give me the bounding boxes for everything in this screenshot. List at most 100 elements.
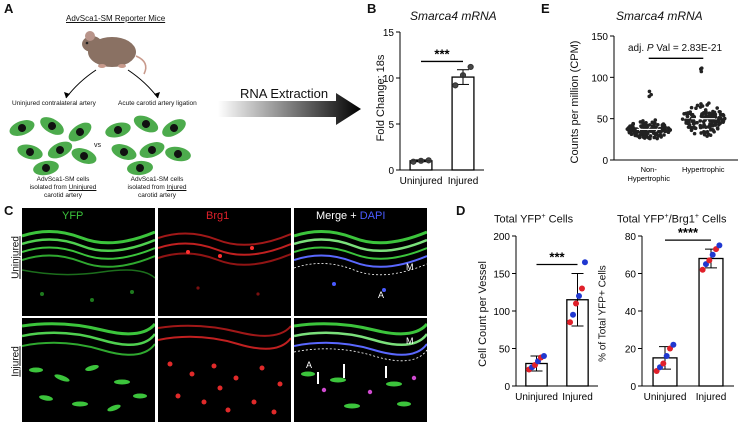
micrograph-yfp-injured <box>22 318 155 422</box>
data-point <box>659 135 663 139</box>
data-point <box>705 134 709 138</box>
right-caption: AdvSca1-SM cells isolated from Injured c… <box>127 176 187 199</box>
data-point <box>644 120 648 125</box>
data-point <box>721 118 726 123</box>
data-point <box>692 119 696 124</box>
row-label-uninjured: Uninjured <box>10 236 22 279</box>
y-tick-label: 100 <box>493 307 510 318</box>
data-point <box>692 131 697 136</box>
data-point <box>578 285 585 292</box>
data-point <box>639 124 644 129</box>
category-label-non-hypertrophic: Hypertrophic <box>627 174 670 183</box>
y-tick-label: 0 <box>504 382 510 393</box>
cells-right <box>105 115 191 176</box>
category-label-hypertrophic: Hypertrophic <box>682 165 725 174</box>
micrograph-yfp-uninjured <box>22 208 155 316</box>
significance-stars: **** <box>678 226 699 240</box>
data-point <box>685 114 690 119</box>
category-label-uninjured: Uninjured <box>644 392 687 403</box>
data-point <box>698 119 703 123</box>
data-point <box>721 113 726 118</box>
data-point <box>425 157 432 164</box>
data-point <box>641 119 645 123</box>
data-point <box>684 111 688 116</box>
y-tick-label: 150 <box>493 270 510 281</box>
data-point <box>581 259 588 266</box>
data-point <box>698 125 703 130</box>
data-point <box>631 122 635 126</box>
cells-left <box>9 117 97 176</box>
data-point <box>686 118 691 123</box>
data-point <box>686 125 691 129</box>
panel-d-right-title: Total YFP+/Brg1+ Cells <box>617 213 727 226</box>
data-point <box>633 128 638 132</box>
y-tick-label: 40 <box>625 307 637 318</box>
category-label-injured: Injured <box>562 392 593 403</box>
mouse-and-cells-illustration <box>9 31 191 176</box>
panel-letter-a: A <box>4 1 14 16</box>
y-tick-label: 20 <box>625 345 637 356</box>
y-tick-label: 200 <box>493 232 510 243</box>
data-point <box>694 106 698 111</box>
panel-e-annotation: adj. P Val = 2.83E-21 <box>628 43 723 54</box>
data-point <box>702 122 706 127</box>
y-tick-label: 0 <box>630 382 636 393</box>
bar-injured <box>451 76 475 171</box>
panel-letter-b: B <box>367 1 377 16</box>
data-point <box>625 127 630 131</box>
data-point <box>641 135 646 139</box>
data-point <box>715 106 719 110</box>
col-label-yfp: YFP <box>62 210 84 222</box>
data-point <box>707 111 711 116</box>
data-point <box>718 112 723 117</box>
panel-d-left-chart: 0 50 100 150 200 Uninjured Injured *** <box>493 232 598 403</box>
data-point <box>570 311 577 318</box>
data-point <box>660 126 664 130</box>
data-point <box>575 293 582 299</box>
y-tick-label: 15 <box>383 28 395 39</box>
significance-stars: *** <box>549 250 565 265</box>
panel-e-title: Smarca4 mRNA <box>616 9 703 23</box>
panel-d-left-title: Total YFP+ Cells <box>494 213 574 226</box>
data-point <box>668 128 673 132</box>
data-point <box>467 63 474 71</box>
data-point <box>645 131 650 136</box>
data-point <box>452 82 459 89</box>
data-point <box>718 121 723 126</box>
y-tick-label: 100 <box>591 73 608 84</box>
micrograph-brg1-uninjured <box>158 208 291 316</box>
data-point <box>655 136 659 141</box>
panel-b-chart: 0 5 10 15 Uninjured Injured *** <box>383 28 484 187</box>
data-point <box>707 124 712 128</box>
data-point <box>645 125 650 130</box>
y-tick-label: 10 <box>383 74 395 85</box>
data-point <box>647 94 652 99</box>
data-point <box>704 125 708 130</box>
data-point <box>713 122 718 127</box>
panel-letter-e: E <box>541 1 550 16</box>
data-point <box>656 122 660 127</box>
mouse-icon <box>82 31 147 75</box>
annotation-a-injured: A <box>306 360 313 370</box>
data-point <box>699 114 704 119</box>
data-point <box>417 157 425 164</box>
row-label-injured: Injured <box>10 346 22 377</box>
data-point <box>662 133 666 137</box>
data-point <box>663 353 670 359</box>
panel-letter-c: C <box>4 203 14 218</box>
data-point <box>648 134 653 138</box>
data-point <box>689 105 694 110</box>
y-tick-label: 50 <box>597 115 609 126</box>
data-point <box>653 131 658 136</box>
data-point <box>567 319 574 326</box>
data-point <box>704 109 708 114</box>
y-tick-label: 150 <box>591 32 608 43</box>
data-point <box>709 251 716 258</box>
annotation-a-uninjured: A <box>378 290 385 300</box>
panel-letter-d: D <box>456 203 466 218</box>
data-point <box>684 121 688 125</box>
category-label-injured: Injured <box>448 176 479 187</box>
data-point <box>687 111 692 116</box>
data-point <box>711 128 715 133</box>
